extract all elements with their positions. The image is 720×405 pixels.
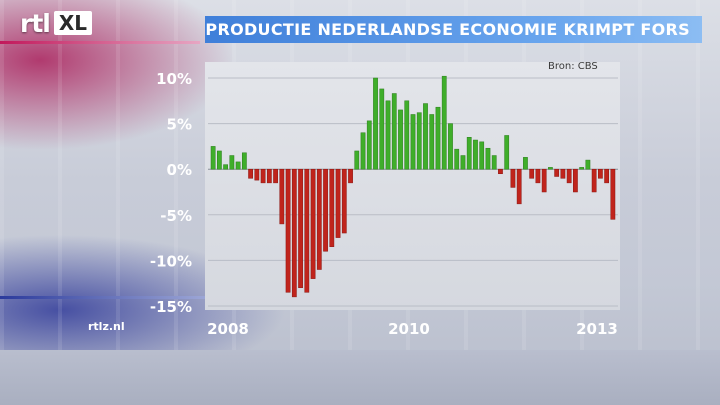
bar-positive: [523, 157, 528, 170]
bar-negative: [266, 168, 272, 184]
website-label: rtlz.nl: [88, 320, 125, 333]
bar-negative: [516, 168, 522, 205]
bar-positive: [504, 135, 510, 170]
y-tick-label: 5%: [167, 116, 192, 134]
bar-negative: [498, 168, 503, 175]
bar-positive: [410, 114, 416, 170]
bar-negative: [254, 168, 260, 181]
bar-positive: [479, 141, 485, 170]
bar-positive: [235, 161, 241, 170]
bar-negative: [591, 168, 597, 193]
bar-positive: [585, 159, 591, 170]
bar-negative: [348, 168, 353, 184]
bar-negative: [341, 168, 347, 234]
bar-negative: [329, 168, 335, 247]
lower-panel: [0, 350, 720, 405]
bar-positive: [398, 109, 403, 170]
bar-negative: [323, 168, 328, 252]
bar-negative: [279, 168, 285, 225]
bar-negative: [285, 168, 291, 293]
bar-positive: [223, 164, 228, 170]
bar-positive: [548, 167, 553, 170]
bar-positive: [454, 148, 460, 170]
bar-positive: [385, 100, 391, 170]
y-tick-label: 0%: [167, 161, 192, 179]
bar-positive: [466, 137, 472, 170]
bar-negative: [273, 168, 278, 184]
bar-negative: [566, 168, 572, 184]
bar-positive: [404, 100, 410, 170]
bar-positive: [373, 77, 378, 170]
bar-positive: [416, 112, 422, 170]
bar-negative: [573, 168, 578, 193]
bar-negative: [529, 168, 535, 179]
bar-positive: [485, 147, 491, 170]
bar-negative: [260, 168, 266, 184]
logo-rtl-text: rtl: [20, 8, 51, 38]
accent-stripe-blue: [0, 296, 230, 299]
y-tick-label: -5%: [160, 207, 192, 225]
bar-positive: [579, 167, 585, 170]
bar-positive: [229, 155, 235, 170]
bar-negative: [560, 168, 566, 179]
accent-stripe-pink: [0, 41, 200, 44]
chart-panel: [205, 62, 620, 310]
bar-positive: [448, 123, 453, 170]
bar-positive: [460, 155, 466, 170]
bar-negative: [310, 168, 316, 279]
bar-positive: [360, 132, 366, 170]
bar-negative: [535, 168, 541, 184]
bar-negative: [510, 168, 516, 188]
bar-negative: [598, 168, 603, 179]
title-bar: PRODUCTIE NEDERLANDSE ECONOMIE KRIMPT FO…: [205, 16, 702, 43]
bar-negative: [304, 168, 310, 293]
bar-positive: [217, 150, 222, 170]
y-tick-label: -10%: [150, 252, 192, 270]
source-label: Bron: CBS: [548, 61, 598, 72]
bar-positive: [366, 120, 372, 170]
chart-title: PRODUCTIE NEDERLANDSE ECONOMIE KRIMPT FO…: [205, 20, 690, 39]
bar-positive: [379, 88, 385, 170]
bar-positive: [429, 114, 435, 170]
x-tick-label: 2010: [388, 320, 430, 338]
bar-negative: [298, 168, 303, 289]
bar-negative: [541, 168, 547, 193]
bar-negative: [335, 168, 341, 238]
bar-negative: [610, 168, 616, 220]
bar-negative: [248, 168, 253, 179]
bar-positive: [423, 103, 428, 170]
bar-positive: [241, 152, 247, 170]
x-tick-label: 2008: [207, 320, 249, 338]
rtl-xl-logo: rtl XL: [20, 8, 93, 38]
bar-positive: [473, 139, 478, 170]
bar-positive: [210, 146, 216, 170]
logo-xl-badge: XL: [53, 11, 93, 35]
bar-positive: [491, 155, 497, 170]
y-tick-label: 10%: [156, 70, 192, 88]
bar-positive: [435, 106, 441, 170]
bar-positive: [391, 93, 397, 170]
bar-positive: [441, 75, 447, 170]
bar-negative: [554, 168, 560, 177]
x-tick-label: 2013: [576, 320, 618, 338]
bar-negative: [316, 168, 322, 270]
bar-negative: [604, 168, 610, 184]
y-tick-label: -15%: [150, 298, 192, 316]
bar-positive: [354, 150, 360, 170]
bar-negative: [291, 168, 297, 298]
